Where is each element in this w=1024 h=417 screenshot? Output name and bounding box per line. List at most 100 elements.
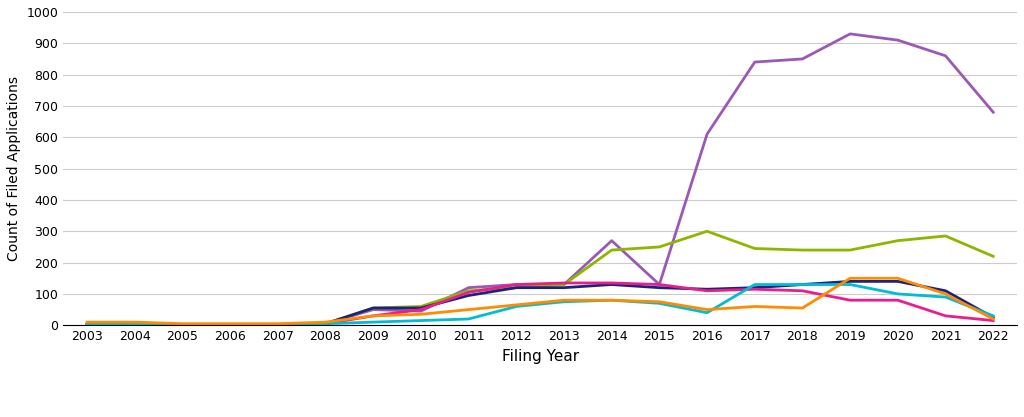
KR: [892, 279, 904, 284]
JP: [463, 307, 475, 312]
DE: [653, 301, 666, 306]
DE: [605, 298, 617, 303]
EP: [749, 287, 761, 292]
CN: [319, 321, 332, 326]
US: [224, 322, 237, 327]
US: [653, 244, 666, 249]
KR: [271, 322, 284, 327]
Line: US: US: [87, 231, 993, 324]
EP: [271, 322, 284, 327]
KR: [510, 285, 522, 290]
KR: [176, 322, 188, 327]
US: [987, 254, 999, 259]
KR: [797, 282, 809, 287]
CN: [367, 307, 379, 312]
US: [797, 248, 809, 253]
DE: [844, 282, 856, 287]
DE: [129, 321, 141, 326]
CN: [271, 322, 284, 327]
KR: [319, 321, 332, 326]
EP: [463, 290, 475, 295]
DE: [367, 319, 379, 324]
CN: [892, 38, 904, 43]
US: [367, 306, 379, 311]
US: [415, 304, 427, 309]
EP: [892, 298, 904, 303]
EP: [129, 322, 141, 327]
KR: [463, 293, 475, 298]
US: [939, 234, 951, 239]
Line: DE: DE: [87, 284, 993, 324]
KR: [558, 285, 570, 290]
US: [844, 248, 856, 253]
JP: [844, 276, 856, 281]
Line: KR: KR: [87, 281, 993, 324]
CN: [176, 322, 188, 327]
EP: [81, 322, 93, 327]
JP: [605, 298, 617, 303]
CN: [987, 110, 999, 115]
KR: [81, 322, 93, 327]
KR: [844, 279, 856, 284]
JP: [271, 321, 284, 326]
JP: [892, 276, 904, 281]
CN: [558, 282, 570, 287]
JP: [367, 313, 379, 318]
CN: [510, 282, 522, 287]
JP: [558, 298, 570, 303]
US: [700, 229, 713, 234]
DE: [319, 321, 332, 326]
EP: [510, 282, 522, 287]
US: [81, 322, 93, 327]
JP: [987, 317, 999, 322]
Line: EP: EP: [87, 283, 993, 324]
EP: [224, 322, 237, 327]
JP: [700, 307, 713, 312]
X-axis label: Filing Year: Filing Year: [502, 349, 579, 364]
JP: [939, 291, 951, 296]
Y-axis label: Count of Filed Applications: Count of Filed Applications: [7, 76, 20, 261]
DE: [463, 317, 475, 322]
DE: [224, 322, 237, 327]
US: [463, 288, 475, 293]
JP: [176, 321, 188, 326]
US: [510, 285, 522, 290]
US: [176, 322, 188, 327]
DE: [81, 321, 93, 326]
EP: [176, 322, 188, 327]
CN: [463, 285, 475, 290]
EP: [367, 313, 379, 318]
DE: [939, 294, 951, 299]
KR: [415, 306, 427, 311]
CN: [415, 309, 427, 314]
CN: [653, 282, 666, 287]
KR: [939, 288, 951, 293]
Line: CN: CN: [87, 34, 993, 324]
JP: [415, 312, 427, 317]
EP: [605, 281, 617, 286]
EP: [797, 288, 809, 293]
CN: [129, 322, 141, 327]
US: [319, 321, 332, 326]
US: [129, 322, 141, 327]
JP: [224, 321, 237, 326]
JP: [81, 319, 93, 324]
DE: [987, 313, 999, 318]
DE: [797, 282, 809, 287]
DE: [558, 299, 570, 304]
EP: [415, 307, 427, 312]
EP: [319, 321, 332, 326]
US: [558, 282, 570, 287]
DE: [415, 318, 427, 323]
DE: [271, 322, 284, 327]
CN: [749, 60, 761, 65]
CN: [81, 322, 93, 327]
EP: [987, 318, 999, 323]
EP: [939, 313, 951, 318]
DE: [700, 310, 713, 315]
CN: [844, 31, 856, 36]
KR: [367, 306, 379, 311]
US: [605, 248, 617, 253]
EP: [700, 288, 713, 293]
EP: [653, 282, 666, 287]
